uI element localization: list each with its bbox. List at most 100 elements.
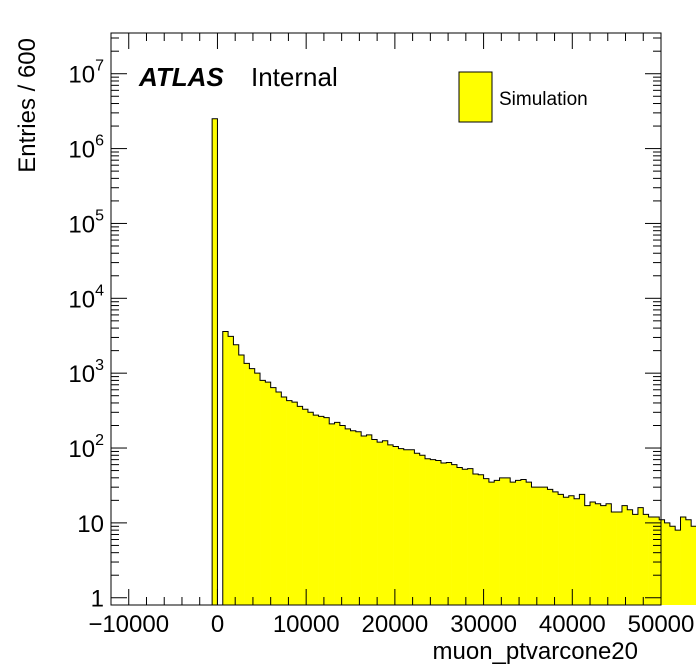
histogram-bar xyxy=(398,448,405,605)
histogram-bar xyxy=(632,514,639,605)
histogram-bar xyxy=(664,522,671,605)
histogram-bar xyxy=(595,503,601,605)
histogram-bar xyxy=(260,380,266,605)
legend-entry-simulation: Simulation xyxy=(499,89,588,110)
histogram-bar xyxy=(350,430,357,605)
histogram-bar xyxy=(499,477,506,605)
histogram-bar xyxy=(579,494,586,605)
y-tick-label: 10 xyxy=(77,511,104,538)
histogram-bar xyxy=(361,435,367,605)
histogram-bar xyxy=(249,368,256,605)
histogram-bar xyxy=(403,449,410,605)
x-tick-label: 10000 xyxy=(273,611,340,638)
y-tick-label: 105 xyxy=(68,207,104,238)
x-tick-label: 50000 xyxy=(628,611,695,638)
histogram-outline xyxy=(211,118,696,606)
y-axis-title: Entries / 600 xyxy=(14,38,41,173)
histogram-bar xyxy=(531,487,538,605)
legend: Simulation xyxy=(458,71,588,123)
histogram-bar xyxy=(510,482,516,605)
x-tick-label: 0 xyxy=(211,611,224,638)
histogram-bar xyxy=(611,511,617,605)
histogram-bars xyxy=(211,118,696,606)
histogram-bar xyxy=(563,497,570,605)
histogram-bar xyxy=(648,516,655,605)
histogram-bar xyxy=(323,417,330,605)
histogram-bar xyxy=(542,487,548,605)
histogram-bar xyxy=(558,494,564,605)
histogram-bar xyxy=(430,459,436,605)
histogram-bar xyxy=(600,505,607,605)
internal-label: Internal xyxy=(251,62,338,92)
histogram-bar xyxy=(552,491,559,605)
histogram-bar xyxy=(366,434,373,605)
histogram-bar xyxy=(307,412,314,605)
histogram-bar xyxy=(212,118,218,606)
histogram-bar xyxy=(419,455,426,605)
histogram-bar xyxy=(472,473,479,605)
histogram-bar xyxy=(520,479,527,605)
histogram-bar xyxy=(590,502,596,605)
histogram-bar xyxy=(685,519,692,605)
histogram-bar xyxy=(669,526,676,605)
y-tick-label: 1 xyxy=(91,586,104,613)
histogram-bar xyxy=(488,482,495,605)
histogram-bar xyxy=(302,409,309,605)
histogram-bar xyxy=(286,400,293,605)
atlas-label: ATLAS xyxy=(138,62,224,92)
histogram-bar xyxy=(371,439,378,605)
y-tick-label: 104 xyxy=(68,282,104,313)
histogram-bar xyxy=(387,444,394,605)
histogram-bar xyxy=(456,467,463,605)
histogram-bar xyxy=(483,478,490,605)
y-tick-label: 106 xyxy=(68,133,104,164)
histogram-bar xyxy=(627,509,633,605)
legend-swatch xyxy=(458,71,493,123)
histogram-bar xyxy=(621,505,628,605)
histogram-bar xyxy=(526,482,532,605)
histogram-bar xyxy=(329,423,335,605)
histogram-bar xyxy=(244,363,250,605)
histogram-bar xyxy=(494,480,500,605)
histogram-bar xyxy=(238,354,245,605)
histogram-bar xyxy=(382,440,389,605)
histogram-bar xyxy=(339,425,346,605)
histogram-bar xyxy=(414,453,421,605)
histogram-bar xyxy=(675,530,681,605)
histogram-bar xyxy=(643,514,649,605)
histogram-bar xyxy=(478,474,484,605)
plot-frame xyxy=(110,32,662,606)
y-tick-label: 107 xyxy=(68,58,104,89)
axis-ticks xyxy=(110,33,662,605)
histogram-bar xyxy=(265,382,271,605)
histogram-bar xyxy=(435,460,442,605)
histogram-bar xyxy=(377,442,383,605)
histogram-bar xyxy=(222,331,229,605)
histogram-bar xyxy=(276,392,282,605)
histogram-bar xyxy=(270,387,277,605)
histogram-bar xyxy=(691,526,696,605)
histogram-bar xyxy=(297,406,303,605)
histogram-bar xyxy=(409,449,415,605)
histogram-bar xyxy=(616,511,623,605)
y-tick-label: 102 xyxy=(68,432,104,463)
x-tick-labels: −10000 0 10000 20000 30000 40000 50000 xyxy=(88,611,694,638)
histogram-bar xyxy=(313,415,319,605)
y-tick-labels: 1 10 102 103 104 105 106 107 xyxy=(68,58,104,613)
histogram-bar xyxy=(637,507,644,605)
y-tick-label: 103 xyxy=(68,357,104,388)
histogram-bar xyxy=(318,416,325,605)
histogram-bar xyxy=(547,489,554,605)
histogram-bar xyxy=(584,505,591,605)
histogram-bar xyxy=(680,516,687,605)
histogram-bar xyxy=(574,498,580,605)
x-axis-title: muon_ptvarcone20 xyxy=(433,638,638,665)
histogram-bar xyxy=(568,495,575,605)
histogram-bar xyxy=(606,503,612,605)
histogram-bar xyxy=(393,446,399,605)
histogram-bar xyxy=(233,344,240,605)
histogram-bar xyxy=(659,519,665,605)
histogram-bar xyxy=(281,397,287,605)
histogram-bar xyxy=(291,402,298,605)
